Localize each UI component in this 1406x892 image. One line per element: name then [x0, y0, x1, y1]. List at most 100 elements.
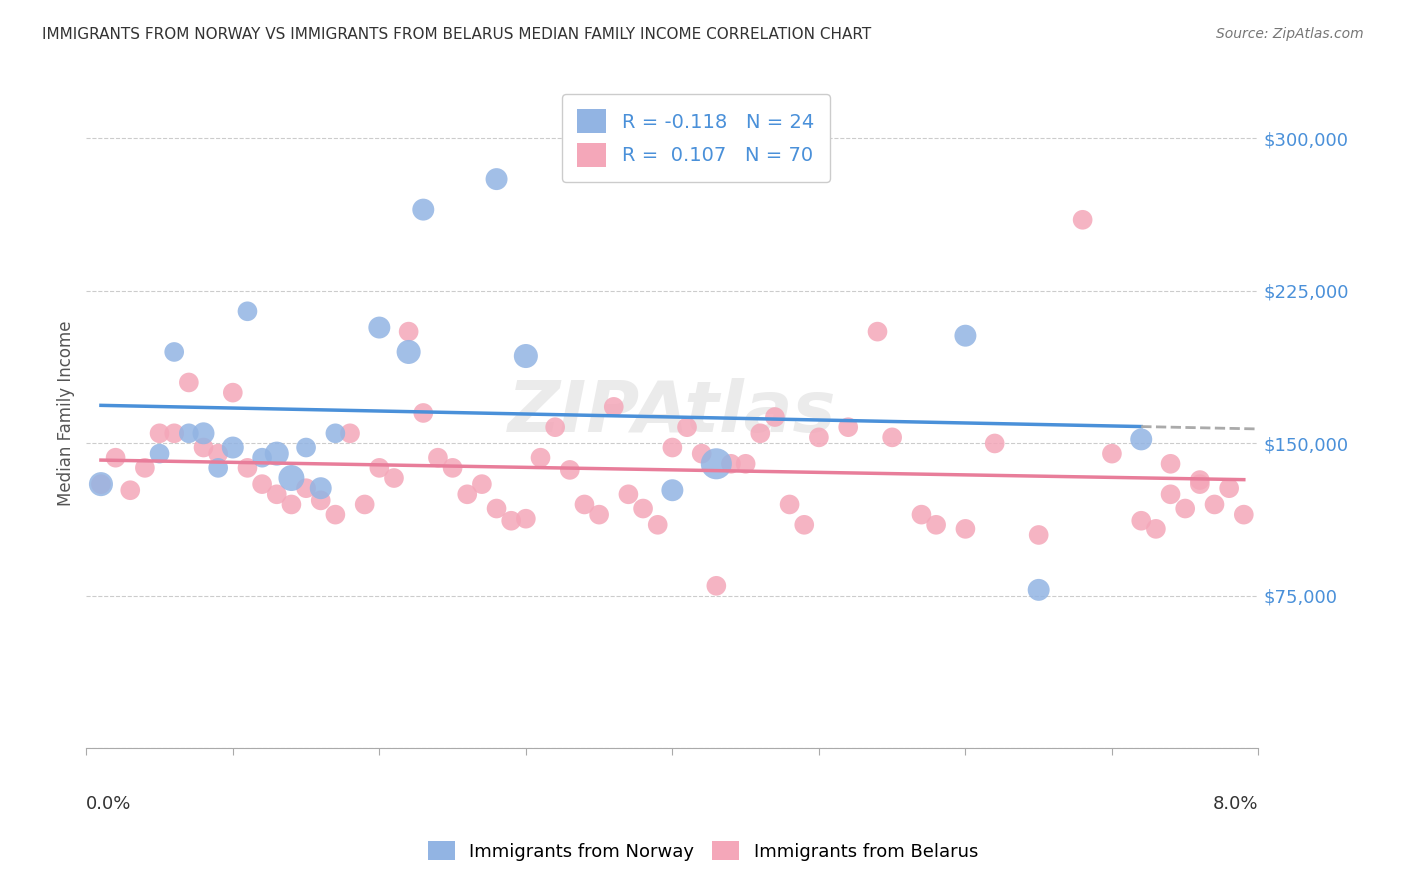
Point — [163, 426, 186, 441]
Point — [661, 483, 683, 498]
Point — [617, 487, 640, 501]
Point — [339, 426, 361, 441]
Point — [177, 376, 200, 390]
Point — [1218, 481, 1240, 495]
Point — [647, 517, 669, 532]
Text: 0.0%: 0.0% — [86, 796, 132, 814]
Point — [325, 508, 347, 522]
Point — [749, 426, 772, 441]
Point — [353, 498, 375, 512]
Point — [1160, 487, 1182, 501]
Point — [309, 493, 332, 508]
Text: ZIPAtlas: ZIPAtlas — [508, 378, 837, 448]
Point — [588, 508, 610, 522]
Point — [193, 441, 215, 455]
Point — [1130, 514, 1153, 528]
Point — [280, 498, 302, 512]
Point — [471, 477, 494, 491]
Point — [426, 450, 449, 465]
Point — [983, 436, 1005, 450]
Point — [1144, 522, 1167, 536]
Point — [250, 477, 273, 491]
Point — [910, 508, 932, 522]
Point — [325, 426, 347, 441]
Point — [398, 325, 420, 339]
Text: Source: ZipAtlas.com: Source: ZipAtlas.com — [1216, 27, 1364, 41]
Point — [485, 172, 508, 186]
Legend: Immigrants from Norway, Immigrants from Belarus: Immigrants from Norway, Immigrants from … — [419, 832, 987, 870]
Point — [793, 517, 815, 532]
Point — [90, 477, 112, 491]
Point — [1188, 473, 1211, 487]
Point — [266, 487, 288, 501]
Point — [412, 406, 434, 420]
Point — [837, 420, 859, 434]
Point — [295, 441, 318, 455]
Point — [866, 325, 889, 339]
Point — [148, 426, 170, 441]
Point — [207, 447, 229, 461]
Point — [779, 498, 801, 512]
Point — [515, 512, 537, 526]
Point — [177, 426, 200, 441]
Text: IMMIGRANTS FROM NORWAY VS IMMIGRANTS FROM BELARUS MEDIAN FAMILY INCOME CORRELATI: IMMIGRANTS FROM NORWAY VS IMMIGRANTS FRO… — [42, 27, 872, 42]
Point — [882, 430, 904, 444]
Point — [412, 202, 434, 217]
Point — [1174, 501, 1197, 516]
Point — [207, 461, 229, 475]
Point — [368, 461, 391, 475]
Point — [1188, 477, 1211, 491]
Point — [704, 579, 727, 593]
Point — [104, 450, 127, 465]
Point — [955, 328, 977, 343]
Point — [266, 447, 288, 461]
Point — [148, 447, 170, 461]
Point — [295, 481, 318, 495]
Point — [368, 320, 391, 334]
Point — [676, 420, 699, 434]
Point — [574, 498, 596, 512]
Point — [558, 463, 581, 477]
Point — [807, 430, 830, 444]
Point — [134, 461, 156, 475]
Point — [398, 345, 420, 359]
Point — [631, 501, 654, 516]
Point — [704, 457, 727, 471]
Point — [163, 345, 186, 359]
Y-axis label: Median Family Income: Median Family Income — [58, 320, 75, 506]
Point — [661, 441, 683, 455]
Point — [456, 487, 478, 501]
Point — [603, 400, 626, 414]
Point — [501, 514, 523, 528]
Point — [280, 471, 302, 485]
Point — [1204, 498, 1226, 512]
Point — [925, 517, 948, 532]
Point — [1028, 528, 1050, 542]
Point — [1233, 508, 1256, 522]
Point — [690, 447, 713, 461]
Point — [193, 426, 215, 441]
Point — [1071, 212, 1094, 227]
Point — [222, 441, 245, 455]
Point — [309, 481, 332, 495]
Point — [720, 457, 742, 471]
Point — [120, 483, 142, 498]
Point — [485, 501, 508, 516]
Point — [236, 461, 259, 475]
Point — [90, 477, 112, 491]
Point — [236, 304, 259, 318]
Point — [1028, 582, 1050, 597]
Point — [544, 420, 567, 434]
Point — [763, 410, 786, 425]
Point — [382, 471, 405, 485]
Point — [734, 457, 756, 471]
Point — [515, 349, 537, 363]
Point — [1101, 447, 1123, 461]
Point — [1160, 457, 1182, 471]
Point — [222, 385, 245, 400]
Point — [529, 450, 551, 465]
Text: 8.0%: 8.0% — [1213, 796, 1258, 814]
Point — [1130, 433, 1153, 447]
Point — [250, 450, 273, 465]
Point — [441, 461, 464, 475]
